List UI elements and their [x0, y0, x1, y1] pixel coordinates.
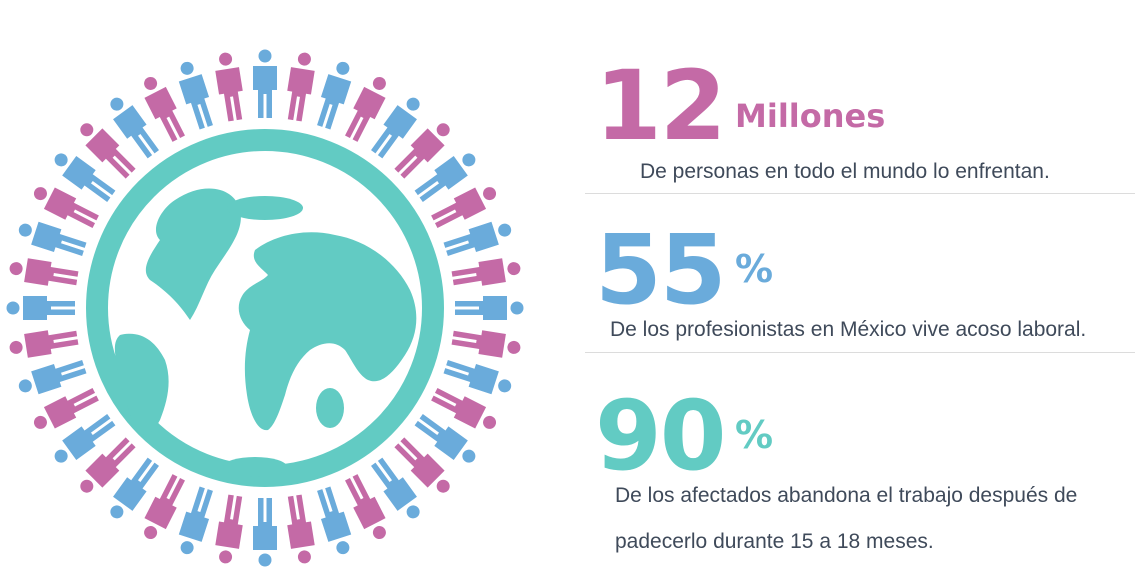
blue-person-icon	[414, 153, 476, 202]
pink-person-icon	[431, 388, 497, 429]
stat-unit: Millones	[735, 97, 886, 135]
people-ring	[6, 49, 524, 567]
continent-americas-north	[145, 188, 241, 320]
divider	[585, 352, 1135, 353]
pink-person-icon	[80, 437, 136, 493]
pink-person-icon	[287, 494, 315, 564]
pink-person-icon	[394, 123, 450, 179]
blue-person-icon	[178, 486, 213, 555]
pink-person-icon	[33, 187, 99, 228]
blue-person-icon	[54, 153, 116, 202]
pink-person-icon	[287, 52, 315, 122]
pink-person-icon	[9, 258, 79, 286]
blue-person-icon	[6, 296, 75, 320]
blue-person-icon	[317, 61, 352, 130]
island	[316, 388, 344, 428]
stat-description: De los afectados abandona el trabajo des…	[615, 484, 1078, 507]
stat-unit: %	[735, 413, 774, 457]
stat-unit: %	[735, 247, 774, 291]
stat-description: De los profesionistas en México vive aco…	[610, 318, 1087, 341]
pink-person-icon	[9, 330, 79, 358]
pink-person-icon	[345, 474, 386, 540]
stat-description: padecerlo durante 15 a 18 meses.	[615, 530, 934, 553]
blue-person-icon	[371, 457, 420, 519]
blue-person-icon	[253, 498, 277, 567]
blue-person-icon	[414, 414, 476, 463]
stat-description: De personas en todo el mundo lo enfrenta…	[640, 160, 1050, 183]
blue-person-icon	[443, 360, 512, 395]
blue-person-icon	[110, 97, 159, 159]
pink-person-icon	[144, 474, 185, 540]
stat-number: 55	[595, 214, 727, 326]
globe-people-illustration	[6, 49, 524, 567]
blue-person-icon	[110, 457, 159, 519]
divider	[585, 193, 1135, 194]
pink-person-icon	[33, 388, 99, 429]
pink-person-icon	[451, 330, 521, 358]
blue-person-icon	[455, 296, 524, 320]
continent-eurasia	[238, 232, 417, 431]
blue-person-icon	[54, 414, 116, 463]
pink-person-icon	[80, 123, 136, 179]
blue-person-icon	[18, 360, 87, 395]
blue-person-icon	[317, 486, 352, 555]
pink-person-icon	[144, 76, 185, 142]
blue-person-icon	[18, 221, 87, 256]
pink-person-icon	[451, 258, 521, 286]
blue-person-icon	[253, 49, 277, 118]
pink-person-icon	[431, 187, 497, 228]
stat-number: 90	[595, 380, 727, 492]
globe	[86, 129, 444, 487]
blue-person-icon	[371, 97, 420, 159]
stat-number: 12	[595, 50, 727, 162]
blue-person-icon	[443, 221, 512, 256]
continent-antarctica	[223, 457, 287, 477]
pink-person-icon	[215, 494, 243, 564]
continent-americas-south	[114, 333, 169, 435]
blue-person-icon	[178, 61, 213, 130]
pink-person-icon	[345, 76, 386, 142]
pink-person-icon	[215, 52, 243, 122]
continent-greenland	[227, 196, 303, 220]
pink-person-icon	[394, 437, 450, 493]
